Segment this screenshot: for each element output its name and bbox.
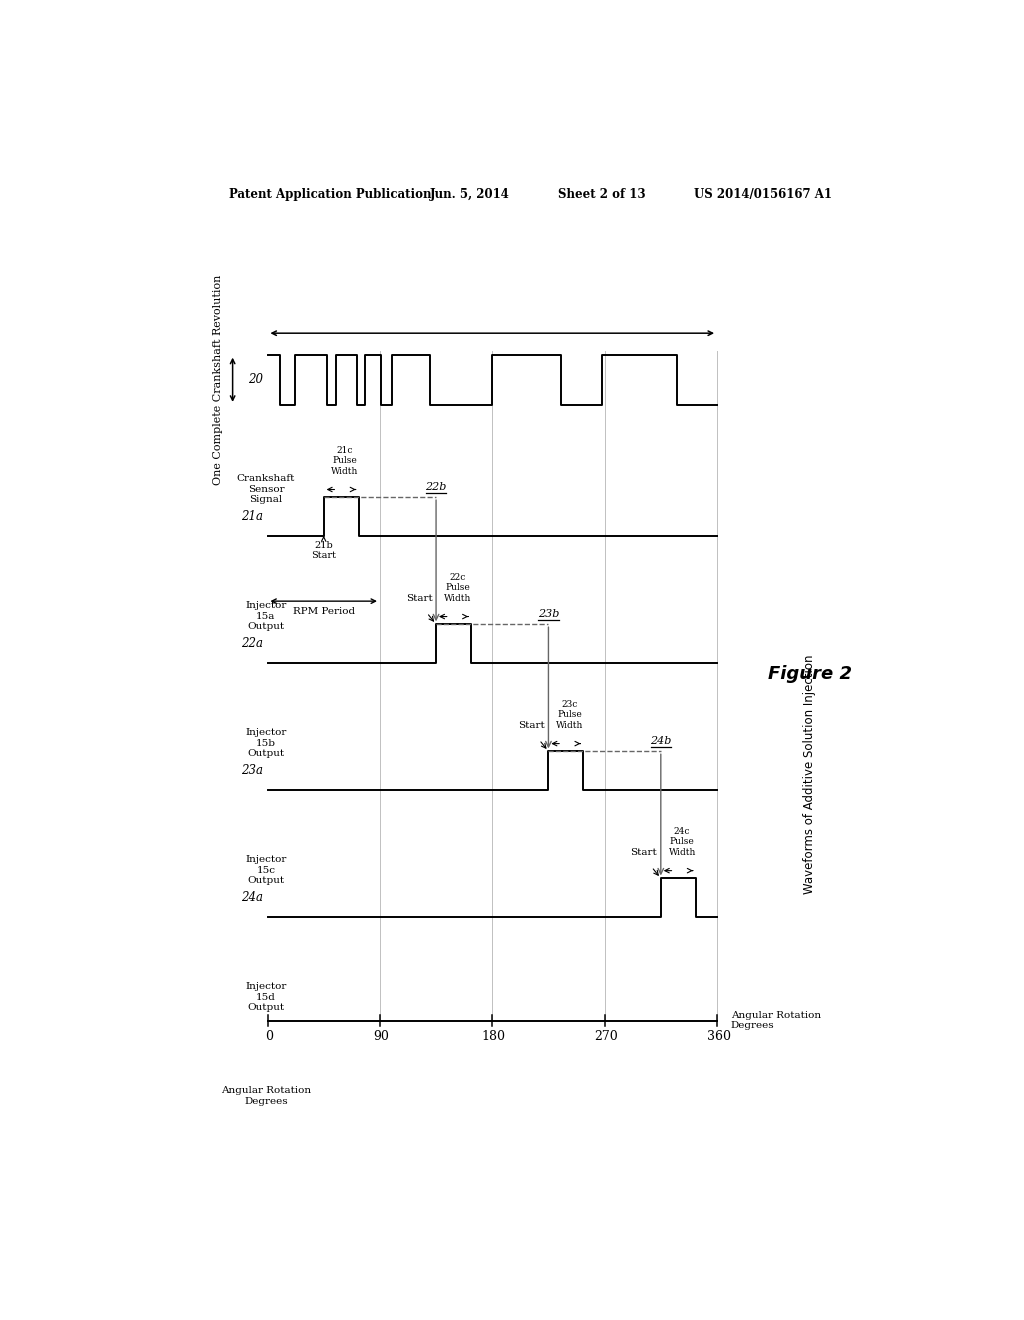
Text: 21c
Pulse
Width: 21c Pulse Width [332,446,358,475]
Text: 180: 180 [482,1030,506,1043]
Text: 21b
Start: 21b Start [311,541,336,561]
Text: 90: 90 [374,1030,389,1043]
Text: Injector
15c
Output: Injector 15c Output [246,855,287,884]
Text: 21a: 21a [241,510,263,523]
Text: Start: Start [518,721,545,730]
Text: 270: 270 [594,1030,618,1043]
Text: 23b: 23b [538,609,559,619]
Text: Jun. 5, 2014: Jun. 5, 2014 [430,187,510,201]
Text: Patent Application Publication: Patent Application Publication [228,187,431,201]
Text: 24c
Pulse
Width: 24c Pulse Width [669,828,696,857]
Text: Figure 2: Figure 2 [768,665,852,684]
Text: Start: Start [406,594,432,603]
Text: 24a: 24a [241,891,263,904]
Text: RPM Period: RPM Period [293,607,354,616]
Text: 24b: 24b [650,737,672,746]
Text: 360: 360 [707,1030,730,1043]
Text: Waveforms of Additive Solution Injection: Waveforms of Additive Solution Injection [804,655,816,894]
Text: Injector
15d
Output: Injector 15d Output [246,982,287,1012]
Text: 22c
Pulse
Width: 22c Pulse Width [443,573,471,603]
Text: 22b: 22b [425,482,446,492]
Text: Injector
15b
Output: Injector 15b Output [246,729,287,758]
Text: Injector
15a
Output: Injector 15a Output [246,601,287,631]
Text: Crankshaft
Sensor
Signal: Crankshaft Sensor Signal [237,474,295,504]
Text: Angular Rotation
Degrees: Angular Rotation Degrees [221,1086,311,1106]
Text: 22a: 22a [241,638,263,649]
Text: Start: Start [631,847,657,857]
Text: 20: 20 [248,374,263,387]
Text: Sheet 2 of 13: Sheet 2 of 13 [558,187,646,201]
Text: One Complete Crankshaft Revolution: One Complete Crankshaft Revolution [213,275,223,484]
Text: 23c
Pulse
Width: 23c Pulse Width [556,700,584,730]
Text: Angular Rotation
Degrees: Angular Rotation Degrees [731,1011,821,1031]
Text: US 2014/0156167 A1: US 2014/0156167 A1 [693,187,831,201]
Text: 0: 0 [265,1030,273,1043]
Text: 23a: 23a [241,764,263,777]
